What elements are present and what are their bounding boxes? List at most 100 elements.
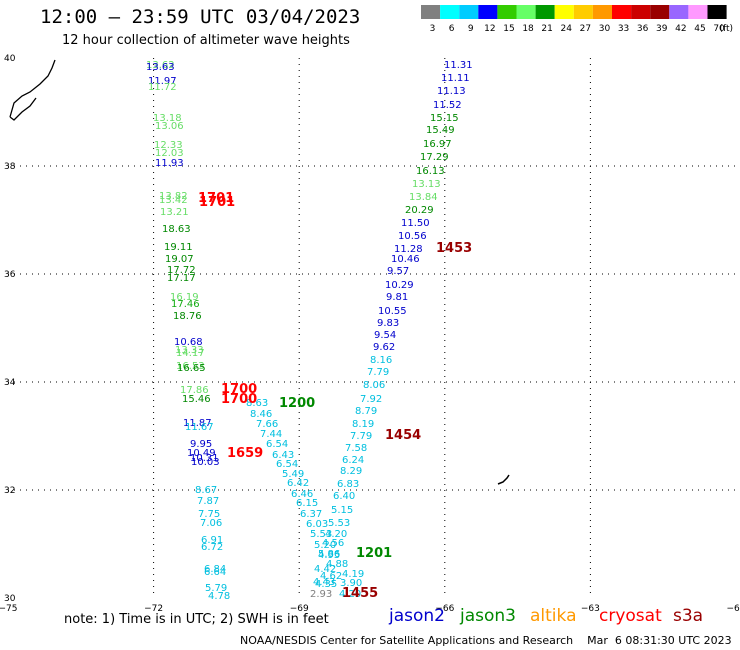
swh-value-east: 16.97 bbox=[423, 139, 452, 150]
pass-time-label: 1200 bbox=[279, 396, 315, 411]
swh-value-west: 16.65 bbox=[177, 363, 206, 374]
legend-tick-label: 36 bbox=[637, 24, 649, 34]
legend-swatch bbox=[592, 5, 612, 19]
coastline bbox=[9, 59, 56, 121]
swh-value-middle: 7.66 bbox=[256, 419, 278, 430]
swh-value-west: 14.17 bbox=[176, 348, 205, 359]
swh-value-west: 18.63 bbox=[162, 224, 191, 235]
legend-swatch bbox=[650, 5, 670, 19]
swh-value-west: 13.06 bbox=[155, 121, 184, 132]
swh-value-west: 11.72 bbox=[148, 82, 177, 93]
swh-value-west: 11.87 bbox=[183, 418, 212, 429]
swh-value-east: 7.58 bbox=[345, 443, 367, 454]
swh-value-middle: 5.49 bbox=[282, 469, 304, 480]
pass-time-label: 1700 bbox=[221, 382, 257, 397]
swh-value-east: 3.90 bbox=[340, 578, 362, 589]
latitude-label: 38 bbox=[4, 162, 16, 172]
swh-value-west: 13.82 bbox=[159, 191, 188, 202]
pass-time-label: 1701 bbox=[198, 191, 234, 206]
swh-value-west: 9.95 bbox=[190, 439, 212, 450]
legend-tick-label: 24 bbox=[561, 24, 573, 34]
swh-value-east: 10.55 bbox=[378, 306, 407, 317]
legend-tick-label: 33 bbox=[618, 24, 629, 34]
swh-value-west: 12.03 bbox=[155, 148, 184, 159]
swh-value-middle: 6.43 bbox=[272, 450, 294, 461]
swh-value-east: 8.16 bbox=[370, 355, 392, 366]
swh-value-east: 7.79 bbox=[350, 431, 372, 442]
swh-value-west: 6.72 bbox=[201, 542, 223, 553]
legend-swatch bbox=[612, 5, 632, 19]
swh-value-east: 6.40 bbox=[333, 491, 355, 502]
swh-value-west: 6.84 bbox=[204, 564, 226, 575]
swh-value-middle: 7.44 bbox=[260, 429, 282, 440]
legend-swatch bbox=[669, 5, 689, 19]
color-legend: 3 6 9 12 15 18 21 24 27 30 33 36 39 42 45 70(ft) bbox=[421, 5, 733, 34]
legend-s3a: s3a bbox=[673, 606, 704, 626]
legend-jason2: jason2 bbox=[389, 606, 445, 626]
swh-value-east: 11.31 bbox=[444, 60, 473, 71]
swh-value-east: 9.83 bbox=[377, 318, 399, 329]
swh-value-east: 9.57 bbox=[387, 266, 409, 277]
swh-value-west: 11.97 bbox=[148, 76, 177, 87]
swh-value-east: 8.29 bbox=[340, 466, 362, 477]
legend-tick-label: 39 bbox=[656, 24, 668, 34]
swh-value-east: 17.29 bbox=[420, 152, 449, 163]
swh-value-east: 13.84 bbox=[409, 192, 438, 203]
legend-swatch bbox=[497, 5, 517, 19]
swh-value-east: 8.06 bbox=[363, 380, 385, 391]
swh-value-west: 10.49 bbox=[187, 448, 216, 459]
swh-value-east: 11.50 bbox=[401, 218, 430, 229]
latitude-label: 34 bbox=[4, 378, 16, 388]
pass-time-label: 1659 bbox=[227, 446, 263, 461]
footer-credit: NOAA/NESDIS Center for Satellite Applica… bbox=[240, 634, 732, 647]
swh-value-middle: 6.46 bbox=[291, 489, 313, 500]
legend-tick-label: 21 bbox=[541, 24, 552, 34]
pass-time-label: 1701 bbox=[199, 195, 235, 210]
swh-value-east: 20.29 bbox=[405, 205, 434, 216]
legend-cryosat: cryosat bbox=[599, 606, 662, 626]
swh-value-west: 19.07 bbox=[165, 254, 194, 265]
swh-value-east: 7.92 bbox=[360, 394, 382, 405]
legend-jason3: jason3 bbox=[460, 606, 516, 626]
swh-value-middle: 8.63 bbox=[246, 398, 268, 409]
swh-value-west: 16.19 bbox=[170, 292, 199, 303]
legend-tick-label: 18 bbox=[522, 24, 534, 34]
swh-value-middle: 4.62 bbox=[320, 571, 342, 582]
swh-value-east: 9.81 bbox=[386, 292, 408, 303]
swh-value-west: 10.68 bbox=[174, 337, 203, 348]
legend-swatch bbox=[554, 5, 574, 19]
swh-value-middle: 8.46 bbox=[250, 409, 272, 420]
swh-value-east: 4.56 bbox=[322, 538, 344, 549]
legend-swatch bbox=[421, 5, 441, 19]
swh-value-west: 11.93 bbox=[155, 158, 184, 169]
swh-value-east: 9.62 bbox=[373, 342, 395, 353]
swh-value-east: 5.53 bbox=[328, 518, 350, 529]
legend-tick-label: 6 bbox=[449, 24, 455, 34]
legend-tick-label: 12 bbox=[484, 24, 495, 34]
map-title: 12:00 — 23:59 UTC 03/04/2023 bbox=[40, 6, 361, 28]
swh-value-west: 13.21 bbox=[160, 207, 189, 218]
swh-value-east: 11.52 bbox=[433, 100, 462, 111]
swh-value-west: 10.31 bbox=[190, 453, 219, 464]
swh-value-east: 6.83 bbox=[337, 479, 359, 490]
swh-value-west: 19.11 bbox=[164, 242, 193, 253]
pass-time-label: 1453 bbox=[436, 241, 472, 256]
legend-tick-label: 30 bbox=[599, 24, 611, 34]
swh-value-middle: 6.54 bbox=[276, 459, 298, 470]
swh-value-east: 4.88 bbox=[326, 559, 348, 570]
swh-value-middle: 5.20 bbox=[314, 540, 336, 551]
legend-swatch bbox=[573, 5, 593, 19]
pass-time-label: 1201 bbox=[356, 546, 392, 561]
swh-value-west: 6.64 bbox=[204, 567, 226, 578]
swh-value-middle: 6.54 bbox=[266, 439, 288, 450]
swh-value-east: 15.15 bbox=[430, 113, 459, 124]
swh-value-east: 11.13 bbox=[437, 86, 466, 97]
swh-value-east: 15.49 bbox=[426, 125, 455, 136]
swh-value-east: 10.56 bbox=[398, 231, 427, 242]
legend-tick-label: 15 bbox=[503, 24, 514, 34]
swh-value-middle: 6.42 bbox=[287, 478, 309, 489]
swh-value-middle: 5.53 bbox=[310, 529, 332, 540]
swh-value-east: 4.20 bbox=[339, 589, 361, 600]
latitude-label: 36 bbox=[4, 270, 16, 280]
pass-time-label: 1700 bbox=[221, 392, 257, 407]
